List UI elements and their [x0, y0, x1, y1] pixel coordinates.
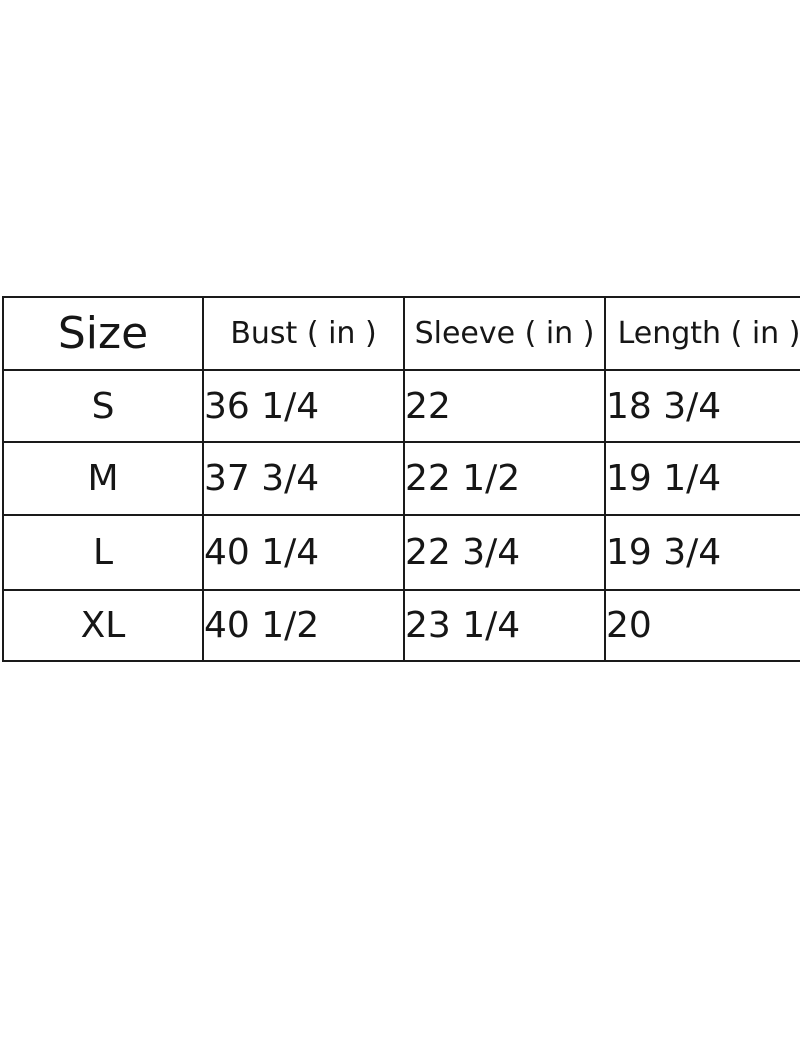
- cell-length: 19 3/4: [604, 514, 800, 591]
- cell-sleeve: 22: [403, 369, 606, 443]
- cell-bust: 36 1/4: [202, 369, 405, 443]
- header-sleeve: Sleeve ( in ): [403, 296, 606, 371]
- cell-length: 18 3/4: [604, 369, 800, 443]
- cell-sleeve: 22 3/4: [403, 514, 606, 591]
- header-bust: Bust ( in ): [202, 296, 405, 371]
- size-chart: Size Bust ( in ) Sleeve ( in ) Length ( …: [2, 296, 800, 662]
- cell-sleeve: 22 1/2: [403, 441, 606, 516]
- cell-size: L: [2, 514, 204, 591]
- table-row-m: M 37 3/4 22 1/2 19 1/4: [2, 441, 800, 516]
- cell-size: XL: [2, 589, 204, 662]
- table-row-l: L 40 1/4 22 3/4 19 3/4: [2, 514, 800, 591]
- cell-length: 19 1/4: [604, 441, 800, 516]
- size-chart-table: Size Bust ( in ) Sleeve ( in ) Length ( …: [2, 296, 800, 666]
- cell-bust: 40 1/4: [202, 514, 405, 591]
- cell-length: 20: [604, 589, 800, 662]
- table-header-row: Size Bust ( in ) Sleeve ( in ) Length ( …: [2, 296, 800, 371]
- cell-bust: 40 1/2: [202, 589, 405, 662]
- cell-sleeve: 23 1/4: [403, 589, 606, 662]
- cell-size: S: [2, 369, 204, 443]
- header-length: Length ( in ): [604, 296, 800, 371]
- cell-bust: 37 3/4: [202, 441, 405, 516]
- header-size: Size: [2, 296, 204, 371]
- table-row-s: S 36 1/4 22 18 3/4: [2, 369, 800, 443]
- table-row-xl: XL 40 1/2 23 1/4 20: [2, 589, 800, 662]
- cell-size: M: [2, 441, 204, 516]
